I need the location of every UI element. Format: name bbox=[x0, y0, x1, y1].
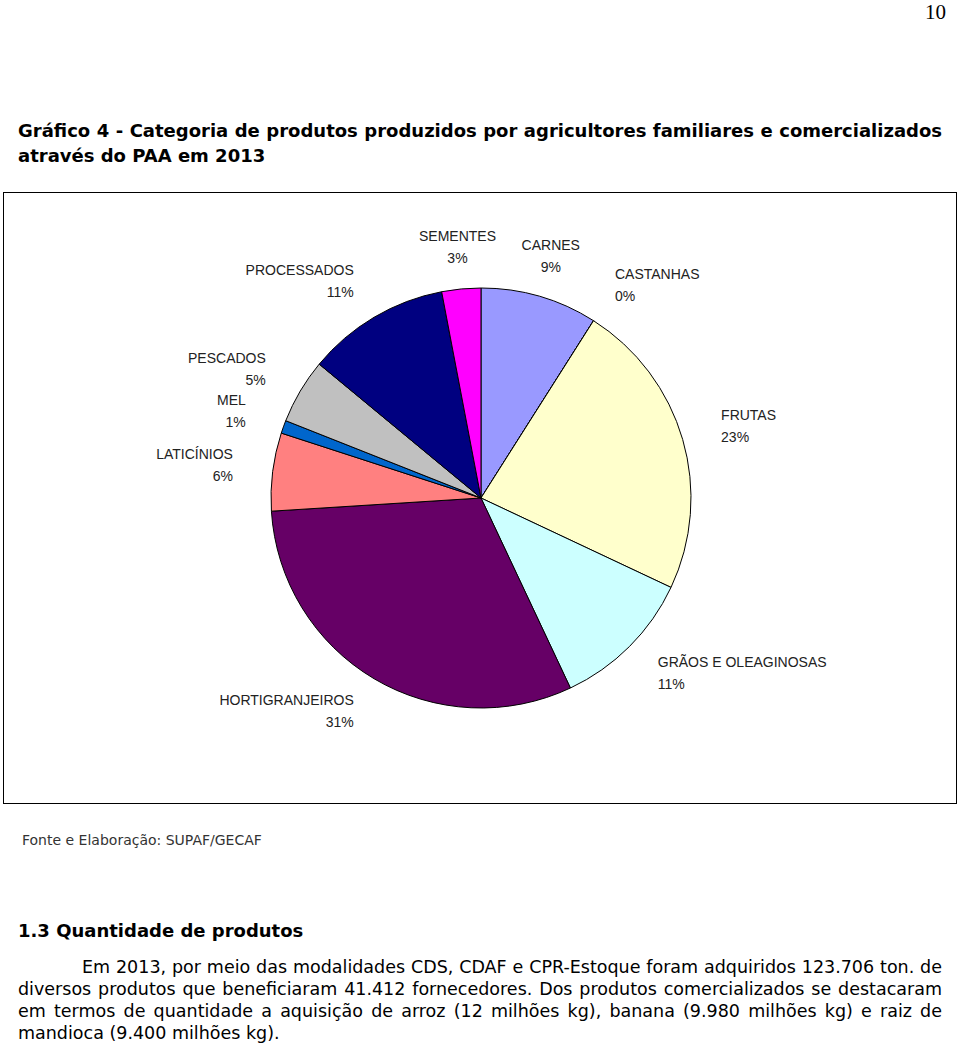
svg-text:MEL1%: MEL1% bbox=[217, 392, 246, 430]
svg-text:GRÃOS E OLEAGINOSAS11%: GRÃOS E OLEAGINOSAS11% bbox=[658, 654, 827, 692]
html-text:Fonte e Elaboração: SUPAF/GECA: Fonte e Elaboração: SUPAF/GECAF bbox=[22, 832, 262, 848]
svg-text:PESCADOS5%: PESCADOS5% bbox=[188, 350, 266, 388]
svg-text:PROCESSADOS11%: PROCESSADOS11% bbox=[246, 262, 354, 300]
svg-text:CARNES9%: CARNES9% bbox=[522, 237, 580, 275]
svg-text:LATICÍNIOS6%: LATICÍNIOS6% bbox=[156, 446, 233, 484]
html-text:Em 2013, por meio das modalida: Em 2013, por meio das modalidades CDS, C… bbox=[18, 957, 942, 1043]
html-text:1.3 Quantidade de produtos: 1.3 Quantidade de produtos bbox=[18, 920, 304, 941]
svg-text:CASTANHAS0%: CASTANHAS0% bbox=[615, 266, 700, 304]
html-text:10: 10 bbox=[925, 0, 946, 24]
svg-text:HORTIGRANJEIROS31%: HORTIGRANJEIROS31% bbox=[219, 692, 353, 730]
svg-text:FRUTAS23%: FRUTAS23% bbox=[721, 407, 776, 445]
html-text:Gráfico 4 - Categoria de produ: Gráfico 4 - Categoria de produtos produz… bbox=[18, 120, 942, 166]
svg-text:SEMENTES3%: SEMENTES3% bbox=[419, 228, 496, 266]
